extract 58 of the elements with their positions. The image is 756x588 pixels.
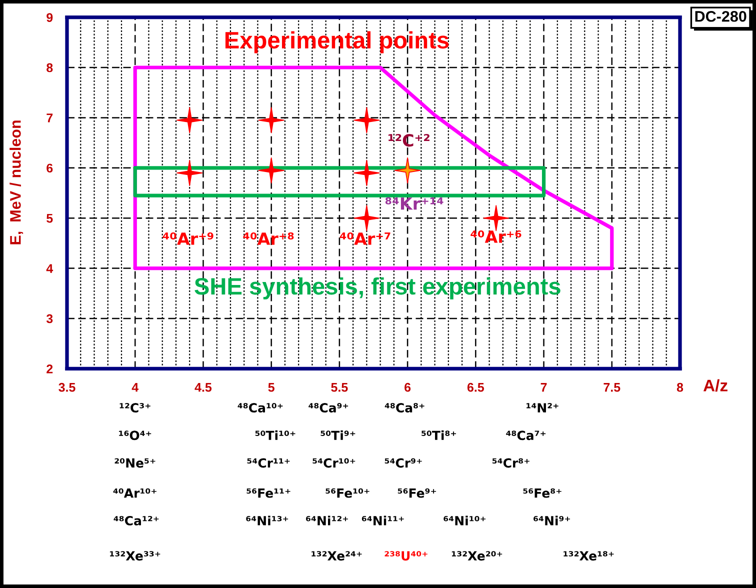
x-tick-label: 4.5 bbox=[194, 383, 212, 392]
x-axis-title: A/z bbox=[703, 379, 728, 392]
text: ⁵⁴Cr⁸⁺ bbox=[492, 458, 530, 468]
annotation: Experimental points bbox=[225, 31, 449, 54]
text: ⁵⁶Fe¹¹⁺ bbox=[246, 488, 290, 498]
y-tick-label: 9 bbox=[46, 13, 53, 22]
text: ⁵⁰Ti⁸⁺ bbox=[422, 430, 456, 440]
text: ⁴⁰Ar¹⁰⁺ bbox=[113, 488, 156, 498]
text: ⁶⁴Ni¹²⁺ bbox=[306, 516, 348, 526]
y-tick-label: 5 bbox=[46, 214, 53, 223]
text: ⁵⁴Cr⁹⁺ bbox=[384, 458, 422, 468]
x-tick-label: 4 bbox=[132, 383, 139, 392]
text: ⁵⁴Cr¹¹⁺ bbox=[247, 458, 290, 468]
text: DC-280 bbox=[695, 10, 746, 22]
y-tick-label: 2 bbox=[46, 364, 53, 374]
text: ⁴⁸Ca⁹⁺ bbox=[308, 403, 348, 412]
annotation: ⁴⁰Ar⁺⁷ bbox=[340, 232, 390, 245]
annotation: ⁴⁰Ar⁺⁹ bbox=[162, 232, 214, 245]
x-tick-label: 6.5 bbox=[467, 382, 484, 392]
text: ¹⁴N²⁺ bbox=[526, 403, 558, 412]
text: ⁴⁸Ca¹⁰⁺ bbox=[238, 403, 283, 412]
x-tick-label: 3.5 bbox=[58, 382, 76, 392]
y-tick-label: 6 bbox=[46, 164, 53, 173]
text: ⁵⁴Cr¹⁰⁺ bbox=[312, 458, 356, 468]
text: ¹³²Xe²⁰⁺ bbox=[452, 551, 502, 561]
text: ⁵⁶Fe¹⁰⁺ bbox=[326, 488, 370, 498]
text: ⁵⁰Ti⁹⁺ bbox=[320, 430, 356, 440]
annotation: ⁴⁰Ar⁺⁶ bbox=[470, 230, 522, 243]
x-tick-label: 8 bbox=[676, 382, 684, 392]
x-tick-label: 7.5 bbox=[604, 383, 620, 392]
y-tick-label: 7 bbox=[46, 114, 53, 122]
text: ⁶⁴Ni¹³⁺ bbox=[246, 516, 288, 526]
x-tick-label: 7 bbox=[540, 383, 547, 392]
text: ⁴⁸Ca⁷⁺ bbox=[506, 430, 546, 440]
text: ⁶⁴Ni¹¹⁺ bbox=[362, 516, 404, 526]
x-tick-label: 5.5 bbox=[331, 383, 348, 392]
text: ⁶⁴Ni⁹⁺ bbox=[534, 516, 570, 526]
text: ¹⁶O⁴⁺ bbox=[119, 430, 152, 440]
text: ²³⁸U⁴⁰⁺ bbox=[384, 551, 428, 561]
text: ¹³²Xe¹⁸⁺ bbox=[564, 551, 614, 561]
text: ¹³²Xe³³⁺ bbox=[110, 551, 160, 561]
y-tick-label: 3 bbox=[46, 314, 53, 324]
y-axis-title: E, MeV / nucleon bbox=[10, 120, 24, 244]
text: ¹²C³⁺ bbox=[120, 403, 150, 412]
text: ⁵⁶Fe⁹⁺ bbox=[398, 488, 436, 498]
text: ²⁰Ne⁵⁺ bbox=[114, 458, 156, 468]
text: ¹³²Xe²⁴⁺ bbox=[312, 551, 362, 561]
annotation: ⁸⁴Kr⁺¹⁴ bbox=[385, 197, 444, 210]
x-tick-label: 5 bbox=[268, 383, 274, 392]
text: ⁵⁶Fe⁸⁺ bbox=[523, 488, 562, 498]
text: ⁵⁰Ti¹⁰⁺ bbox=[255, 430, 296, 440]
y-tick-label: 8 bbox=[46, 63, 53, 72]
y-tick-label: 4 bbox=[46, 264, 54, 273]
x-tick-label: 6 bbox=[404, 382, 411, 392]
text: ⁴⁸Ca¹²⁺ bbox=[114, 516, 159, 526]
text: ⁴⁸Ca⁸⁺ bbox=[384, 403, 424, 412]
text: ⁶⁴Ni¹⁰⁺ bbox=[444, 516, 486, 526]
annotation: ⁴⁰Ar⁺⁸ bbox=[243, 232, 294, 245]
